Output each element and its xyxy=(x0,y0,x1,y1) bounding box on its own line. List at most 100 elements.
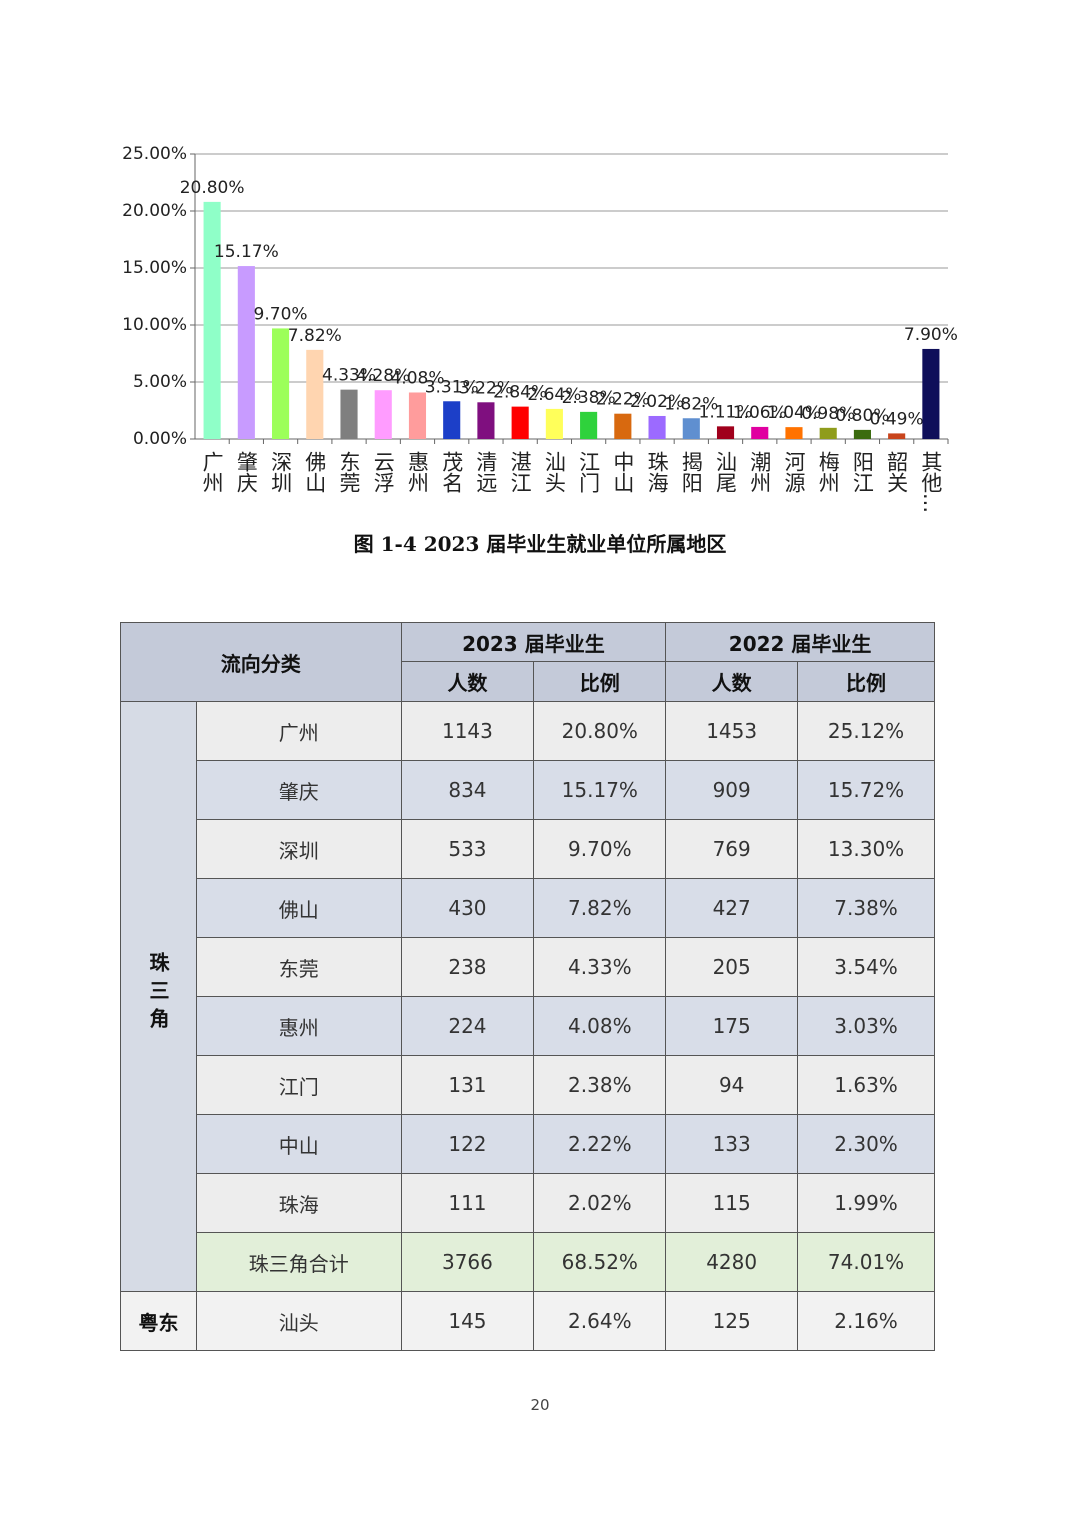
bar xyxy=(340,389,358,439)
bar xyxy=(785,427,803,439)
table-cell: 7.82% xyxy=(533,878,667,938)
bar xyxy=(408,392,427,439)
bar xyxy=(716,426,735,439)
bar xyxy=(306,349,324,439)
table-cell: 175 xyxy=(665,996,799,1056)
header-cell: 人数 xyxy=(400,661,535,702)
table-cell: 2.02% xyxy=(533,1173,667,1233)
value-label: 7.82% xyxy=(288,326,342,346)
table-row: 珠海 111 2.02% 115 1.99% xyxy=(121,1173,935,1233)
table-cell: 汕头 xyxy=(195,1291,402,1351)
x-tick-label: 梅州 xyxy=(816,451,840,493)
x-tick-label: 汕尾 xyxy=(714,451,738,493)
table-cell: 2.16% xyxy=(797,1291,935,1351)
bar xyxy=(648,415,666,439)
x-tick-label: 中山 xyxy=(611,451,635,493)
table-row: 粤东 汕头 145 2.64% 125 2.16% xyxy=(120,1291,935,1351)
header-cell: 流向分类 xyxy=(120,622,402,702)
table-cell: 7.38% xyxy=(797,878,935,938)
bar xyxy=(237,266,255,439)
table-cell: 深圳 xyxy=(195,819,402,879)
table-cell: 3.03% xyxy=(797,996,935,1056)
value-label: 0.98% xyxy=(801,404,855,424)
header-cell: 2023 届毕业生 xyxy=(400,622,667,662)
value-label: 0.49% xyxy=(870,409,924,429)
x-tick-label: 云浮 xyxy=(371,451,395,493)
value-label: 20.80% xyxy=(180,178,245,198)
table-cell: 肇庆 xyxy=(195,760,402,820)
table-cell: 1.99% xyxy=(797,1173,935,1233)
header-cell: 人数 xyxy=(665,661,799,702)
bar xyxy=(511,406,529,439)
table-cell: 3766 xyxy=(400,1232,535,1292)
bar xyxy=(203,201,221,439)
table-cell: 2.30% xyxy=(797,1114,935,1174)
table-cell: 佛山 xyxy=(195,878,402,938)
value-label: 3.31% xyxy=(425,377,479,397)
table-cell: 238 xyxy=(400,937,535,997)
table-cell: 125 xyxy=(665,1291,799,1351)
bar xyxy=(682,418,700,439)
table-cell: 68.52% xyxy=(533,1232,667,1292)
x-tick-label: 韶关 xyxy=(885,451,909,493)
group-name: 珠三角 xyxy=(145,952,170,1036)
table-cell: 74.01% xyxy=(797,1232,935,1292)
table-cell: 珠海 xyxy=(195,1173,402,1233)
table-cell: 江门 xyxy=(195,1055,402,1115)
y-tick-label: 0.00% xyxy=(133,429,187,449)
y-tick-label: 20.00% xyxy=(122,201,187,221)
bar xyxy=(922,348,940,439)
x-tick-label: 汕头 xyxy=(542,451,566,493)
table-cell: 东莞 xyxy=(195,937,402,997)
value-label: 4.33% xyxy=(322,366,376,386)
value-label: 1.11% xyxy=(699,402,753,422)
table-cell: 2.38% xyxy=(533,1055,667,1115)
header-cell: 比例 xyxy=(533,661,667,702)
table-cell: 4.33% xyxy=(533,937,667,997)
table-cell: 惠州 xyxy=(195,996,402,1056)
value-label: 4.08% xyxy=(390,368,444,388)
x-tick-label: 东莞 xyxy=(337,451,361,493)
group-cell: 珠三角 xyxy=(120,701,197,1292)
table-cell: 25.12% xyxy=(797,701,935,761)
table-cell: 131 xyxy=(400,1055,535,1115)
value-label: 7.90% xyxy=(904,325,958,345)
value-label: 0.80% xyxy=(835,406,889,426)
bar xyxy=(819,427,837,439)
table-cell: 9.70% xyxy=(533,819,667,879)
y-tick-label: 10.00% xyxy=(122,315,187,335)
bar xyxy=(751,426,769,439)
x-tick-label: 揭阳 xyxy=(679,451,703,493)
table-cell: 769 xyxy=(665,819,799,879)
x-tick-label: 阳江 xyxy=(850,451,874,493)
table-cell: 427 xyxy=(665,878,799,938)
table-cell: 122 xyxy=(400,1114,535,1174)
group-cell: 粤东 xyxy=(120,1291,197,1351)
bar xyxy=(888,433,906,439)
value-label: 1.04% xyxy=(767,403,821,423)
table-cell: 145 xyxy=(400,1291,535,1351)
table-cell: 20.80% xyxy=(533,701,667,761)
table-row: 珠三角合计 3766 68.52% 4280 74.01% xyxy=(121,1232,935,1292)
y-tick-label: 25.00% xyxy=(122,144,187,164)
table-cell: 133 xyxy=(665,1114,799,1174)
bar xyxy=(477,402,495,439)
table: 流向分类 2023 届毕业生 2022 届毕业生 人数 比例 人数 比例 珠三角 广州 1143 2… xyxy=(120,622,935,1351)
table-cell: 115 xyxy=(665,1173,799,1233)
table-cell: 4280 xyxy=(665,1232,799,1292)
table-row: 中山 122 2.22% 133 2.30% xyxy=(121,1114,935,1174)
table-cell: 15.72% xyxy=(797,760,935,820)
value-label: 2.64% xyxy=(527,385,581,405)
table-cell: 111 xyxy=(400,1173,535,1233)
caption: 图 1-4 2023 届毕业生就业单位所属地区 xyxy=(353,532,727,556)
page-number: 20 xyxy=(530,1396,550,1414)
bar xyxy=(614,413,632,439)
header-cell: 2022 届毕业生 xyxy=(665,622,935,662)
header-cell: 比例 xyxy=(797,661,935,702)
bar xyxy=(443,401,461,439)
value-label: 2.38% xyxy=(562,388,616,408)
table-cell: 533 xyxy=(400,819,535,879)
x-tick-label: 江门 xyxy=(577,451,601,493)
bar xyxy=(374,390,392,439)
